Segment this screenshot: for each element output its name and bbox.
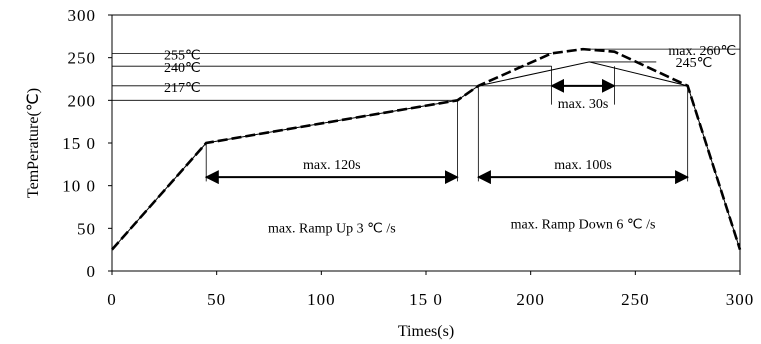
series-typical-profile xyxy=(111,61,741,250)
reference-line-label: 255℃ xyxy=(164,48,201,63)
x-axis-label: Times(s) xyxy=(398,323,454,340)
x-tick-label: 50 xyxy=(207,290,226,309)
y-tick-label: 300 xyxy=(68,6,97,25)
ramp-annotation: max. Ramp Down 6 ℃ /s xyxy=(511,217,656,232)
duration-label: max. 120s xyxy=(303,158,361,173)
x-tick-label: 100 xyxy=(307,290,336,309)
y-axis-label: TemPerature(℃) xyxy=(25,88,42,198)
reference-line-label: 217℃ xyxy=(164,81,201,96)
y-tick-label: 15 0 xyxy=(62,134,96,153)
ramp-annotation: max. Ramp Up 3 ℃ /s xyxy=(268,222,396,237)
plot-frame xyxy=(111,14,741,272)
y-tick-label: 0 xyxy=(87,262,97,281)
x-tick-label: 250 xyxy=(621,290,650,309)
duration-label: max. 30s xyxy=(558,97,609,112)
y-tick-label: 50 xyxy=(77,219,96,238)
y-tick-label: 200 xyxy=(68,91,97,110)
x-tick-label: 300 xyxy=(726,290,755,309)
reference-line-label: 240℃ xyxy=(164,61,201,76)
x-tick-label: 0 xyxy=(107,290,117,309)
reference-line-label: max. 260℃ xyxy=(668,44,736,59)
reference-line-label: 245℃ xyxy=(676,56,713,71)
y-tick-label: 10 0 xyxy=(62,177,96,196)
duration-label: max. 100s xyxy=(554,158,612,173)
x-tick-label: 200 xyxy=(516,290,545,309)
x-tick-label: 15 0 xyxy=(409,290,443,309)
y-tick-label: 250 xyxy=(68,49,97,68)
